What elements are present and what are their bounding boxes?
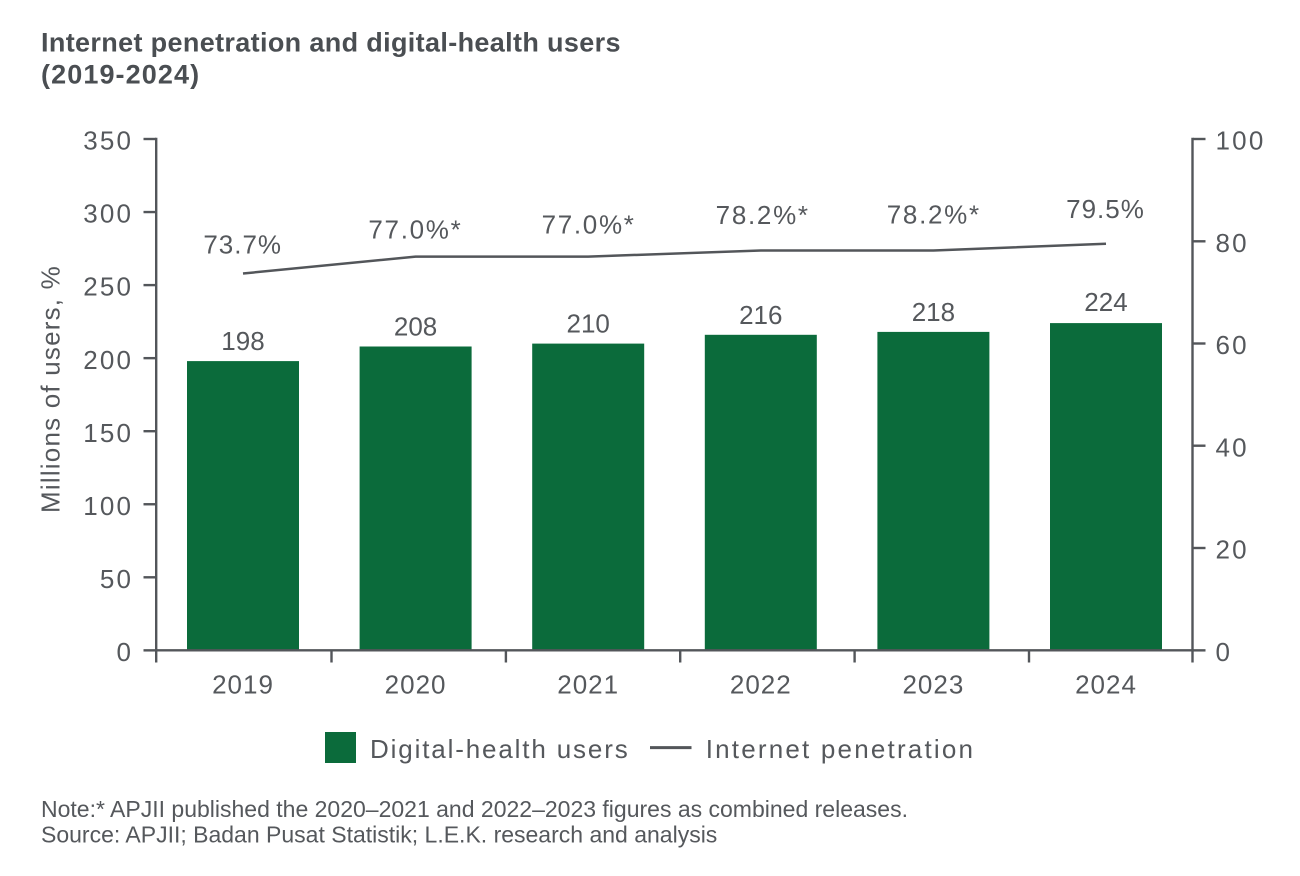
svg-text:250: 250 xyxy=(83,272,133,302)
svg-text:100: 100 xyxy=(83,491,133,521)
svg-text:77.0%*: 77.0%* xyxy=(368,214,462,244)
svg-text:Digital-health users: Digital-health users xyxy=(370,734,630,764)
svg-text:200: 200 xyxy=(83,345,133,375)
svg-text:2022: 2022 xyxy=(730,670,792,700)
svg-text:100: 100 xyxy=(1216,126,1266,156)
svg-text:(2019-2024): (2019-2024) xyxy=(41,60,200,90)
svg-text:Source: APJII; Badan Pusat Sta: Source: APJII; Badan Pusat Statistik; L.… xyxy=(41,822,717,848)
svg-text:350: 350 xyxy=(83,126,133,156)
svg-text:2019: 2019 xyxy=(212,670,274,700)
svg-text:150: 150 xyxy=(83,418,133,448)
svg-text:218: 218 xyxy=(912,297,955,327)
svg-text:2024: 2024 xyxy=(1075,670,1137,700)
svg-text:60: 60 xyxy=(1216,330,1249,360)
svg-text:20: 20 xyxy=(1216,535,1249,565)
svg-text:73.7%: 73.7% xyxy=(203,230,282,260)
svg-text:Note:* APJII published the 202: Note:* APJII published the 2020–2021 and… xyxy=(41,796,908,822)
svg-text:210: 210 xyxy=(567,309,610,339)
svg-text:50: 50 xyxy=(100,564,133,594)
svg-text:2020: 2020 xyxy=(385,670,447,700)
svg-text:224: 224 xyxy=(1084,287,1127,317)
svg-text:216: 216 xyxy=(739,300,782,330)
svg-text:79.5%: 79.5% xyxy=(1066,194,1145,224)
svg-text:Internet penetration and digit: Internet penetration and digital-health … xyxy=(41,28,621,58)
svg-text:80: 80 xyxy=(1216,228,1249,258)
svg-text:208: 208 xyxy=(394,312,437,342)
svg-text:78.2%*: 78.2%* xyxy=(887,200,981,230)
svg-text:77.0%*: 77.0%* xyxy=(542,209,636,239)
svg-text:2021: 2021 xyxy=(557,670,619,700)
svg-text:0: 0 xyxy=(1216,637,1233,667)
svg-text:0: 0 xyxy=(117,637,134,667)
svg-text:40: 40 xyxy=(1216,432,1249,462)
svg-text:Internet penetration: Internet penetration xyxy=(706,734,976,764)
svg-text:198: 198 xyxy=(221,326,264,356)
svg-text:2023: 2023 xyxy=(902,670,964,700)
svg-text:78.2%*: 78.2%* xyxy=(716,200,810,230)
svg-text:Millions of users, %: Millions of users, % xyxy=(35,265,65,513)
svg-text:300: 300 xyxy=(83,199,133,229)
